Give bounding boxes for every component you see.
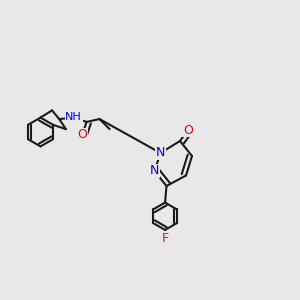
Text: N: N <box>150 164 159 178</box>
Text: N: N <box>156 146 165 160</box>
Text: O: O <box>77 128 87 141</box>
Text: O: O <box>183 124 193 137</box>
Text: F: F <box>161 232 169 245</box>
Text: NH: NH <box>65 112 82 122</box>
